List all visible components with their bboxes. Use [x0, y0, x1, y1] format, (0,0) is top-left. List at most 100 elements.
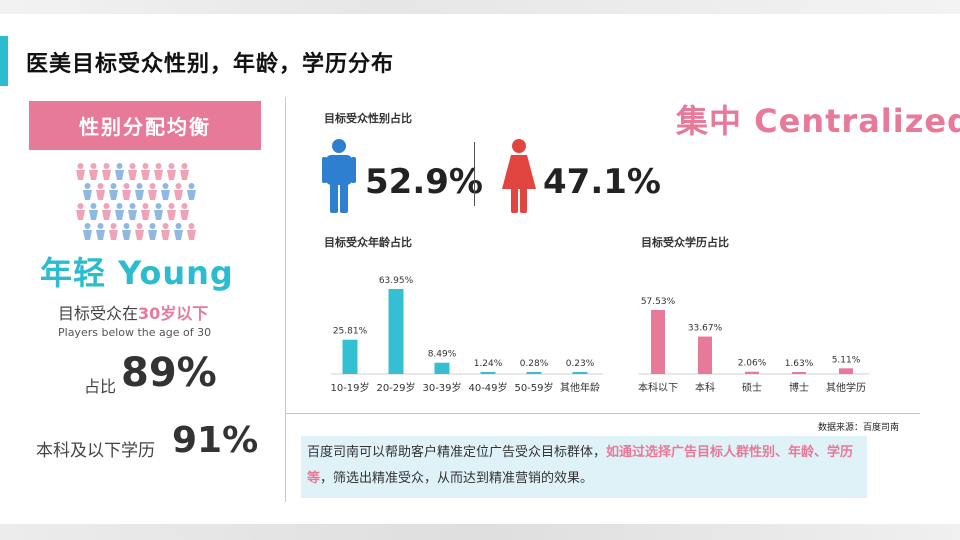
- bar-value-label: 0.28%: [520, 359, 549, 369]
- person-icon: [141, 203, 150, 220]
- person-icon: [167, 203, 176, 220]
- age-bar-chart: 25.81% 10-19岁 63.95% 20-29岁 8.49% 30-39岁 1.24%…: [330, 276, 603, 394]
- description-box: 百度司南可以帮助客户精准定位广告受众目标群体，如通过选择广告目标人群性别、年龄、…: [301, 436, 867, 498]
- female-person-icon: [502, 139, 536, 213]
- person-icon: [83, 223, 92, 240]
- horizontal-divider: [286, 413, 920, 414]
- gender-section-title: 目标受众性别占比: [324, 112, 412, 125]
- person-icon: [187, 183, 196, 200]
- category-label: 40-49岁: [468, 381, 507, 394]
- person-icon: [89, 203, 98, 220]
- person-icon: [180, 163, 189, 180]
- person-icon: [102, 163, 111, 180]
- people-row: [75, 203, 205, 220]
- description-highlight: 如通过选择广告目标人群性别、年龄、学历等: [307, 445, 854, 486]
- ratio-label: 占比: [84, 377, 117, 396]
- bar: [745, 371, 759, 374]
- person-icon: [89, 163, 98, 180]
- bar: [342, 339, 358, 374]
- bar: [839, 368, 853, 374]
- people-row: [75, 223, 205, 240]
- category-label: 30-39岁: [422, 381, 461, 394]
- bar-value-label: 1.63%: [785, 359, 814, 369]
- person-icon: [96, 183, 105, 200]
- person-icon: [128, 203, 137, 220]
- bar: [651, 310, 665, 374]
- category-label: 10-19岁: [330, 381, 369, 394]
- person-icon: [154, 163, 163, 180]
- category-label: 硕士: [742, 381, 762, 394]
- bar-value-label: 0.23%: [566, 359, 595, 369]
- bar-value-label: 33.67%: [688, 324, 723, 334]
- person-icon: [122, 223, 131, 240]
- male-percentage: 52.9%: [365, 162, 483, 202]
- person-icon: [161, 223, 170, 240]
- person-icon: [174, 223, 183, 240]
- male-person-icon: [322, 139, 356, 213]
- education-chart-title: 目标受众学历占比: [641, 236, 729, 249]
- young-heading: 年轻 Young: [40, 254, 234, 292]
- category-label: 其他年龄: [560, 381, 600, 394]
- bar-value-label: 2.06%: [738, 359, 767, 369]
- person-icon: [180, 203, 189, 220]
- bar: [698, 336, 712, 374]
- bar: [792, 372, 806, 374]
- gender-balance-badge: 性别分配均衡: [29, 101, 261, 150]
- person-icon: [115, 203, 124, 220]
- person-icon: [135, 183, 144, 200]
- person-icon: [109, 183, 118, 200]
- category-label: 本科: [695, 381, 715, 394]
- person-icon: [187, 223, 196, 240]
- category-label: 其他学历: [826, 381, 866, 394]
- under30-prefix: 目标受众在: [58, 304, 139, 323]
- people-row: [75, 163, 205, 180]
- category-label: 50-59岁: [514, 381, 553, 394]
- person-icon: [161, 183, 170, 200]
- players-english-note: Players below the age of 30: [58, 326, 212, 339]
- bar-value-label: 5.11%: [832, 355, 861, 365]
- education-bar-chart: 57.53% 本科以下 33.67% 本科 2.06% 硕士 1.63% 博士 5.11% 其他学…: [638, 297, 870, 394]
- category-label: 20-29岁: [376, 381, 415, 394]
- person-icon: [128, 163, 137, 180]
- bar-value-label: 57.53%: [641, 297, 676, 307]
- female-percentage: 47.1%: [543, 162, 661, 202]
- ratio-value: 89%: [121, 350, 217, 396]
- page-title: 医美目标受众性别，年龄，学历分布: [26, 52, 395, 77]
- bar: [480, 372, 496, 374]
- person-icon: [76, 203, 85, 220]
- people-row: [75, 183, 205, 200]
- education-label: 本科及以下学历: [36, 441, 155, 461]
- centralized-heading: 集中 Centralized: [676, 102, 960, 140]
- bar: [572, 372, 588, 374]
- description-post: ，筛选出精准受众，从而达到精准营销的效果。: [320, 471, 594, 486]
- person-icon: [154, 203, 163, 220]
- bar: [526, 372, 542, 374]
- person-icon: [167, 163, 176, 180]
- bar-value-label: 8.49%: [428, 350, 457, 360]
- category-label: 本科以下: [638, 381, 678, 394]
- under30-highlight: 30岁以下: [138, 304, 209, 323]
- people-crowd-icon: [75, 163, 205, 243]
- person-icon: [109, 223, 118, 240]
- bar-value-label: 1.24%: [474, 359, 503, 369]
- person-icon: [148, 223, 157, 240]
- description-pre: 百度司南可以帮助客户精准定位广告受众目标群体，: [307, 445, 607, 460]
- person-icon: [174, 183, 183, 200]
- category-label: 博士: [789, 381, 809, 394]
- person-icon: [96, 223, 105, 240]
- data-source: 数据来源：百度司南: [818, 423, 900, 433]
- person-icon: [102, 203, 111, 220]
- bar-value-label: 25.81%: [333, 327, 368, 337]
- title-accent-bar: [0, 36, 8, 86]
- vertical-divider: [285, 97, 286, 502]
- person-icon: [76, 163, 85, 180]
- background-bottom-strip: [0, 524, 960, 540]
- gender-divider: [474, 142, 475, 206]
- bar: [434, 362, 450, 374]
- person-icon: [135, 223, 144, 240]
- age-chart-title: 目标受众年龄占比: [324, 236, 412, 249]
- person-icon: [115, 163, 124, 180]
- bar-value-label: 63.95%: [379, 276, 414, 286]
- under30-text: 目标受众在30岁以下: [58, 300, 208, 324]
- person-icon: [148, 183, 157, 200]
